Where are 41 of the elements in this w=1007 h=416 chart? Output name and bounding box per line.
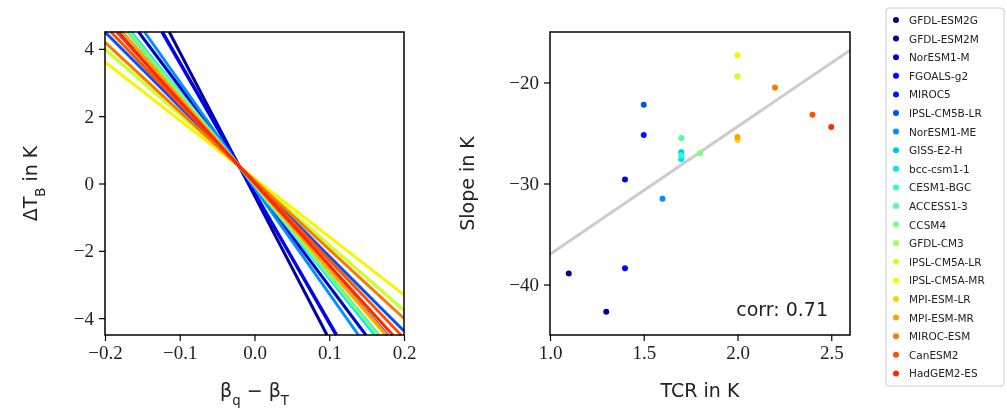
x-tick-label: 2.0: [726, 342, 750, 364]
legend-label: MPI-ESM-LR: [909, 293, 971, 305]
legend-label: CCSM4: [909, 218, 947, 231]
annotation: corr: 0.71: [736, 298, 828, 320]
legend-label: GFDL-CM3: [909, 237, 964, 250]
legend-label: CESM1-BGC: [909, 181, 972, 194]
x-axis-title: TCR in K: [659, 379, 740, 401]
legend-label: NorESM1-M: [909, 51, 970, 64]
y-tick-label: −4: [73, 307, 95, 329]
y-tick-label: −20: [509, 72, 539, 94]
y-tick-label: −40: [509, 274, 539, 296]
legend-label: GFDL-ESM2M: [909, 32, 979, 45]
legend-label: NorESM1-ME: [909, 125, 977, 138]
x-tick-label: −0.1: [163, 342, 198, 364]
x-tick-label: 1.5: [632, 342, 657, 364]
legend-label: MIROC-ESM: [909, 330, 971, 343]
y-tick-label: −2: [73, 240, 94, 262]
y-tick-label: 4: [84, 38, 95, 60]
legend-label: GISS-E2-H: [909, 144, 963, 157]
legend-label: FGOALS-g2: [909, 69, 969, 82]
y-tick-label: 2: [84, 105, 94, 127]
x-axis-title: β$_{q}$ − β$_{T}$: [220, 379, 290, 408]
x-tick-label: 0.0: [243, 342, 267, 364]
legend-label: IPSL-CM5A-LR: [909, 255, 982, 268]
x-tick-label: −0.2: [88, 342, 123, 364]
x-tick-label: 0.1: [317, 342, 342, 364]
legend-label: bcc-csm1-1: [909, 162, 970, 175]
legend-label: HadGEM2-ES: [909, 367, 978, 380]
legend-label: IPSL-CM5A-MR: [909, 274, 985, 287]
x-tick-label: 1.0: [538, 342, 563, 364]
legend-label: GFDL-ESM2G: [909, 14, 978, 26]
legend-label: ACCESS1-3: [909, 200, 968, 212]
y-tick-label: −30: [509, 173, 539, 195]
legend-label: MPI-ESM-MR: [909, 311, 974, 324]
x-tick-label: 2.5: [819, 342, 844, 364]
legend-label: MIROC5: [909, 88, 951, 101]
legend-label: IPSL-CM5B-LR: [909, 107, 982, 119]
y-axis-title: Slope in K: [456, 135, 478, 231]
x-tick-label: 0.2: [392, 342, 417, 364]
legend-label: CanESM2: [909, 348, 959, 361]
y-tick-label: 0: [84, 173, 94, 195]
